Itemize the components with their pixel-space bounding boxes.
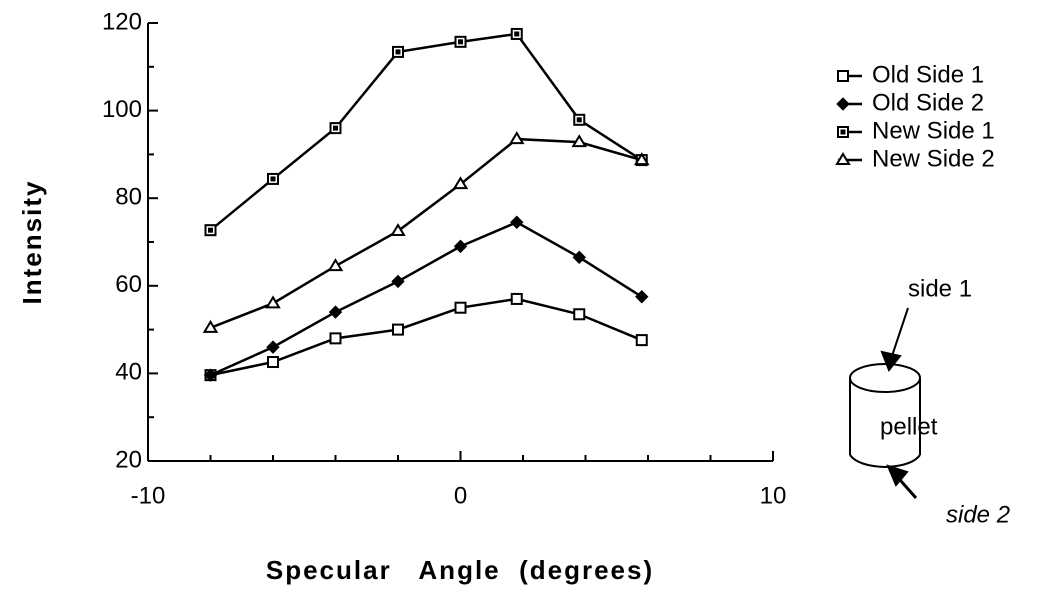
marker <box>327 258 344 272</box>
arrow-head <box>886 464 909 487</box>
marker <box>204 224 217 237</box>
marker-shape <box>266 340 280 354</box>
marker <box>836 97 850 111</box>
series-line <box>210 297 643 377</box>
annotation: pellet <box>880 413 938 440</box>
y-tick-label: 40 <box>115 359 142 386</box>
marker <box>328 305 343 319</box>
marker-dot <box>333 125 338 131</box>
annotation: side 1 <box>908 275 972 302</box>
marker <box>573 113 586 126</box>
marker <box>267 356 279 369</box>
marker-shape <box>390 223 406 237</box>
marker-shape <box>392 323 404 336</box>
y-axis-label: Intensity <box>17 180 47 305</box>
marker <box>266 340 280 354</box>
marker-shape <box>571 134 588 148</box>
marker-dot <box>270 176 276 182</box>
marker-dot <box>514 31 520 37</box>
marker <box>265 295 281 309</box>
marker <box>392 45 404 58</box>
marker <box>633 152 650 166</box>
marker <box>329 122 342 135</box>
marker <box>635 334 648 347</box>
marker-dot <box>576 117 582 123</box>
marker <box>391 274 405 289</box>
x-tick-label: -10 <box>131 482 166 509</box>
marker-shape <box>510 292 523 305</box>
marker <box>573 308 586 321</box>
marker-shape <box>635 290 649 304</box>
annotation: side 2 <box>946 501 1010 528</box>
marker-shape <box>452 176 469 190</box>
marker <box>454 301 467 314</box>
series-line <box>209 220 643 377</box>
legend-label: New Side 2 <box>872 145 995 172</box>
marker-shape <box>203 368 218 382</box>
marker-shape <box>573 308 586 321</box>
marker <box>835 152 851 165</box>
marker-shape <box>835 152 851 165</box>
marker-shape <box>453 239 468 254</box>
marker <box>635 290 649 304</box>
marker <box>392 323 404 336</box>
marker-shape <box>510 215 524 229</box>
marker-shape <box>327 258 344 272</box>
marker-shape <box>329 332 342 345</box>
marker-shape <box>267 356 279 369</box>
y-tick-label: 80 <box>115 184 142 211</box>
marker <box>202 319 219 333</box>
arrow-head <box>880 350 902 372</box>
marker-shape <box>508 131 525 145</box>
pellet-top <box>849 363 921 393</box>
arrow-side-1 <box>889 307 909 363</box>
pellet-bottom <box>849 454 921 469</box>
marker <box>837 70 849 82</box>
marker <box>454 35 467 48</box>
marker <box>837 126 849 138</box>
series-line <box>209 32 643 232</box>
marker-shape <box>454 301 467 314</box>
marker <box>452 176 469 190</box>
y-tick-label: 120 <box>102 8 142 35</box>
marker-shape <box>572 250 586 265</box>
legend-label: Old Side 1 <box>872 61 984 88</box>
marker-shape <box>328 305 343 319</box>
marker <box>510 27 523 40</box>
marker <box>510 215 524 229</box>
marker <box>508 131 525 145</box>
marker-shape <box>837 70 849 82</box>
marker <box>329 332 342 345</box>
marker <box>453 239 468 254</box>
marker-shape <box>633 152 650 166</box>
pellet-diagram <box>849 307 921 499</box>
marker-dot <box>458 39 463 45</box>
y-tick-label: 60 <box>115 271 142 298</box>
marker <box>571 134 588 148</box>
marker <box>572 250 586 265</box>
marker <box>267 172 279 185</box>
marker-dot <box>395 49 401 55</box>
marker <box>390 223 406 237</box>
legend-label: Old Side 2 <box>872 89 984 116</box>
series-line <box>210 137 643 330</box>
marker-shape <box>391 274 405 289</box>
marker-shape <box>635 334 648 347</box>
y-tick-label: 100 <box>102 96 142 123</box>
marker-shape <box>836 97 850 111</box>
marker-dot <box>840 129 846 135</box>
marker <box>203 368 218 382</box>
x-tick-label: 0 <box>454 482 467 509</box>
marker <box>510 292 523 305</box>
marker-dot <box>208 227 213 233</box>
legend-label: New Side 1 <box>872 117 995 144</box>
y-tick-label: 20 <box>115 446 142 473</box>
x-tick-label: 10 <box>760 482 787 509</box>
x-axis-label: Specular Angle (degrees) <box>266 555 654 585</box>
marker-shape <box>265 295 281 309</box>
marker-shape <box>202 319 219 333</box>
